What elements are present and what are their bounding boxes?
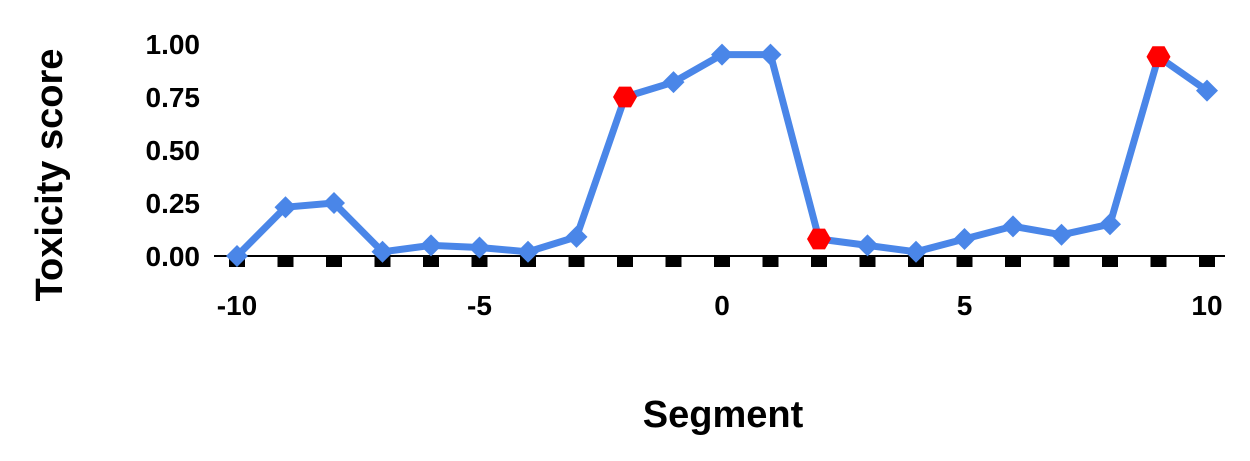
diamond-marker <box>953 228 976 251</box>
baseline-square-marker <box>956 256 973 267</box>
y-tick-label: 0.50 <box>146 135 201 166</box>
diamond-marker <box>905 240 927 263</box>
baseline-square-marker <box>617 256 633 267</box>
diamond-marker <box>1196 79 1218 102</box>
y-tick-label: 0.75 <box>146 82 201 113</box>
point-markers <box>226 43 1218 267</box>
baseline-square-marker <box>1199 256 1215 267</box>
baseline-square-marker <box>811 256 827 267</box>
highlight-hexagon-marker <box>613 86 637 108</box>
x-tick-label: -5 <box>467 290 492 321</box>
baseline-square-marker <box>665 256 682 267</box>
baseline-square-marker <box>1005 256 1021 267</box>
y-tick-label: 0.00 <box>146 241 201 272</box>
diamond-marker <box>371 240 394 263</box>
diamond-marker <box>420 234 442 257</box>
diamond-marker <box>1050 223 1073 246</box>
baseline-square-marker <box>423 256 439 267</box>
x-tick-labels: -10 -5 0 5 10 <box>217 290 1223 321</box>
diamond-marker <box>517 240 539 263</box>
diamond-marker <box>226 245 248 267</box>
highlight-hexagon-marker <box>807 228 831 250</box>
diamond-marker <box>759 43 782 66</box>
diamond-marker <box>1002 215 1024 238</box>
baseline-markers <box>229 256 1215 267</box>
highlight-markers <box>613 46 1171 250</box>
diamond-marker <box>274 196 297 219</box>
diamond-marker <box>1099 213 1121 236</box>
diamond-marker <box>711 43 733 66</box>
y-tick-label: 1.00 <box>146 29 201 60</box>
x-tick-label: 5 <box>957 290 973 321</box>
baseline-square-marker <box>471 256 488 267</box>
y-axis-title: Toxicity score <box>29 49 71 302</box>
y-tick-labels: 0.00 0.25 0.50 0.75 1.00 <box>146 29 201 272</box>
diamond-marker <box>323 192 345 214</box>
baseline-square-marker <box>1150 256 1167 267</box>
diamond-marker <box>565 225 588 248</box>
baseline-square-marker <box>859 256 876 267</box>
y-tick-label: 0.25 <box>146 188 201 219</box>
baseline-square-marker <box>277 256 294 267</box>
x-axis-title: Segment <box>643 394 804 436</box>
x-tick-label: 0 <box>714 290 730 321</box>
baseline-square-marker <box>326 256 342 267</box>
baseline-square-marker <box>568 256 585 267</box>
baseline-square-marker <box>1053 256 1070 267</box>
x-tick-label: -10 <box>217 290 257 321</box>
diamond-marker <box>662 71 685 94</box>
x-tick-label: 10 <box>1191 290 1222 321</box>
diamond-marker <box>856 234 879 257</box>
baseline-square-marker <box>1102 256 1118 267</box>
highlight-hexagon-marker <box>1146 46 1171 68</box>
diamond-marker <box>468 236 491 259</box>
baseline-square-marker <box>714 256 730 267</box>
baseline-square-marker <box>762 256 779 267</box>
